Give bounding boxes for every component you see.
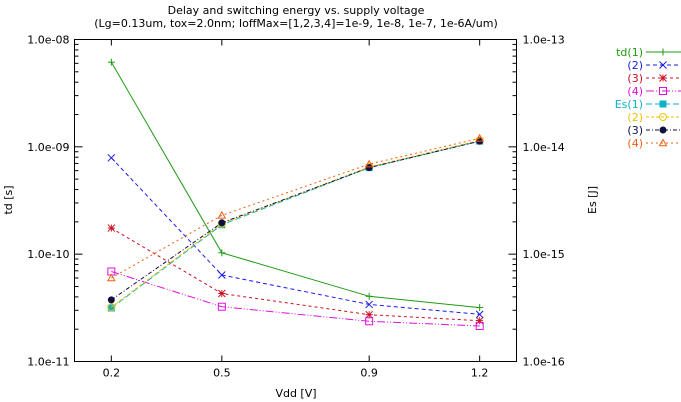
x-tick-label: 0.5 — [213, 367, 231, 380]
marker-triangle — [364, 159, 374, 168]
marker-box — [659, 87, 667, 95]
legend-label: (2) — [627, 59, 643, 72]
y2-tick-label: 1.0e-16 — [523, 356, 565, 369]
x-tick-label: 0.9 — [360, 367, 378, 380]
legend-label: (3) — [627, 72, 643, 85]
marker-circle-filled — [218, 219, 226, 227]
series-line — [110, 61, 480, 309]
marker-star — [217, 289, 226, 298]
series-6 — [107, 136, 484, 312]
legend-label: (4) — [627, 137, 643, 150]
marker-triangle — [475, 133, 485, 142]
marker-box-filled — [107, 304, 115, 312]
y-tick-label: 1.0e-10 — [27, 248, 69, 261]
series-line — [111, 140, 480, 301]
series-line — [110, 157, 480, 315]
series-5 — [107, 137, 484, 312]
legend-label: td(1) — [616, 46, 643, 59]
marker-star — [365, 310, 374, 319]
series-line — [111, 139, 480, 308]
marker-circle — [659, 113, 667, 121]
marker-cross — [659, 61, 667, 69]
chart-title: Delay and switching energy vs. supply vo… — [168, 4, 425, 17]
y-tick-label: 1.0e-08 — [27, 34, 69, 47]
series-4 — [107, 267, 484, 331]
y-tick-label: 1.0e-09 — [27, 141, 69, 154]
legend-label: (4) — [627, 85, 643, 98]
marker-box — [475, 322, 484, 331]
y-tick-label: 1.0e-11 — [27, 356, 69, 369]
legend-label: (2) — [627, 111, 643, 124]
series-1 — [107, 58, 484, 312]
series-8 — [106, 133, 485, 282]
marker-star — [107, 224, 116, 232]
marker-circle-filled — [659, 126, 667, 134]
x-axis-label: Vdd [V] — [275, 387, 316, 400]
plot-frame — [74, 39, 517, 362]
x-tick-label: 1.2 — [471, 367, 489, 380]
marker-cross — [475, 310, 484, 319]
series-line — [111, 227, 480, 322]
series-2 — [107, 153, 484, 319]
marker-triangle — [106, 273, 116, 282]
legend-label: (3) — [627, 124, 643, 137]
y-axis-label: td [s] — [2, 185, 15, 214]
axis-ticks: 0.2 0.5 0.9 1.2 1.0e-11 1.0e-10 1.0e-09 1.0e-08… — [27, 34, 564, 380]
marker-circle-filled — [107, 296, 115, 304]
legend: td(1)(2)(3)(4)Es(1)(2)(3)(4) — [615, 46, 681, 150]
y2-tick-label: 1.0e-13 — [523, 34, 565, 47]
y2-axis-label: Es [J] — [586, 186, 599, 214]
series-line — [111, 137, 480, 279]
marker-box — [365, 317, 374, 326]
marker-circle-filled — [365, 164, 373, 172]
series-line — [111, 140, 480, 309]
series-group — [106, 58, 485, 331]
marker-cross — [107, 153, 116, 162]
y2-tick-label: 1.0e-15 — [523, 248, 565, 261]
y2-tick-label: 1.0e-14 — [523, 141, 565, 154]
series-7 — [107, 137, 484, 304]
marker-box-filled — [659, 100, 667, 108]
marker-star — [659, 74, 667, 82]
marker-cross — [365, 300, 374, 309]
marker-cross — [217, 271, 226, 279]
marker-box — [217, 302, 226, 311]
marker-triangle — [658, 138, 668, 147]
legend-label: Es(1) — [615, 98, 643, 111]
x-tick-label: 0.2 — [103, 367, 121, 380]
marker-triangle — [217, 210, 227, 219]
marker-circle — [107, 303, 116, 312]
chart-subtitle: (Lg=0.13um, tox=2.0nm; IoffMax=[1,2,3,4]… — [94, 17, 498, 30]
